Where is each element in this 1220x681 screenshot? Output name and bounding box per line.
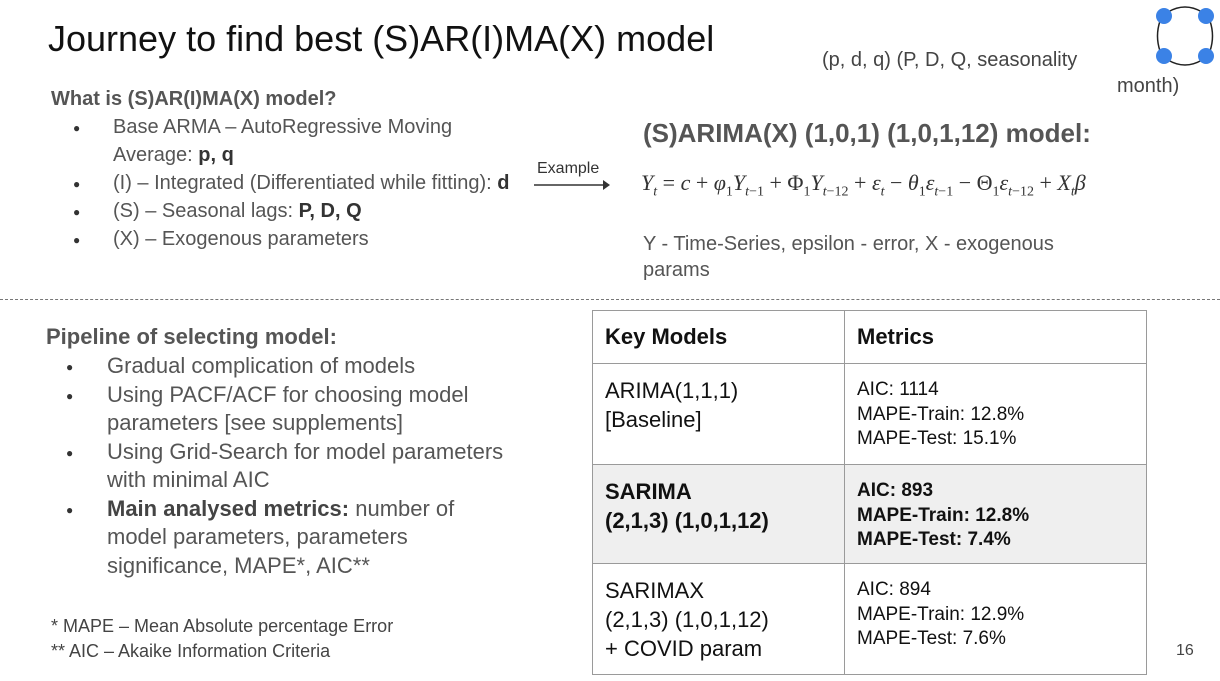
list-item: Gradual complication of models [46,352,516,381]
pipeline-heading: Pipeline of selecting model: [46,324,337,349]
page-number: 16 [1176,642,1194,659]
params-legend-month: month) [1117,75,1180,97]
list-item: Base ARMA – AutoRegressive Moving Averag… [51,113,531,169]
params-legend-label: (p, d, q) (P, D, Q, seasonality [822,49,1078,71]
metrics-cell: AIC: 1114 MAPE-Train: 12.8% MAPE-Test: 1… [844,363,1147,465]
model-name-cell: ARIMA(1,1,1) [Baseline] [592,363,845,465]
footnote-aic: ** AIC – Akaike Information Criteria [51,641,331,661]
logo-dots-icon [1156,6,1214,66]
arrow-right-icon [534,180,610,190]
header-metrics: Metrics [844,310,1147,364]
metrics-cell: AIC: 893 MAPE-Train: 12.8% MAPE-Test: 7.… [844,464,1147,564]
pipeline-section: Pipeline of selecting model: Gradual com… [46,324,516,580]
what-is-list: Base ARMA – AutoRegressive Moving Averag… [51,113,531,254]
key-models-table: Key Models Metrics ARIMA(1,1,1) [Baselin… [592,310,1147,675]
list-item: (X) – Exogenous parameters [51,225,531,254]
table-row: SARIMAX (2,1,3) (1,0,1,12) + COVID param… [592,563,1147,675]
example-model-title: (S)ARIMA(X) (1,0,1) (1,0,1,12) model: [643,118,1091,148]
model-name-cell: SARIMAX (2,1,3) (1,0,1,12) + COVID param [592,563,845,675]
table-row: ARIMA(1,1,1) [Baseline] AIC: 1114 MAPE-T… [592,363,1147,465]
model-name-cell: SARIMA (2,1,3) (1,0,1,12) [592,464,845,564]
footnotes: * MAPE – Mean Absolute percentage Error … [51,614,393,664]
what-is-section: What is (S)AR(I)MA(X) model? Base ARMA –… [51,88,531,254]
pipeline-list: Gradual complication of models Using PAC… [46,352,516,580]
table-row-highlighted: SARIMA (2,1,3) (1,0,1,12) AIC: 893 MAPE-… [592,464,1147,564]
header-key-models: Key Models [592,310,845,364]
section-divider [0,299,1220,300]
list-item: Using Grid-Search for model parameters w… [46,438,516,495]
table-header-row: Key Models Metrics [592,310,1147,364]
example-label: Example [537,160,600,177]
list-item: (S) – Seasonal lags: P, D, Q [51,197,531,226]
list-item: Using PACF/ACF for choosing model parame… [46,381,516,438]
what-is-heading: What is (S)AR(I)MA(X) model? [51,88,337,110]
footnote-mape: * MAPE – Mean Absolute percentage Error [51,616,394,636]
slide-title: Journey to find best (S)AR(I)MA(X) model [48,18,715,59]
metrics-cell: AIC: 894 MAPE-Train: 12.9% MAPE-Test: 7.… [844,563,1147,675]
formula-note: Y - Time-Series, epsilon - error, X - ex… [643,233,1054,281]
sarimax-formula: Yt = c + φ1Yt−1 + Φ1Yt−12 + εt − θ1εt−1 … [641,170,1086,200]
list-item: Main analysed metrics: number of model p… [46,495,516,581]
list-item: (I) – Integrated (Differentiated while f… [51,169,531,198]
